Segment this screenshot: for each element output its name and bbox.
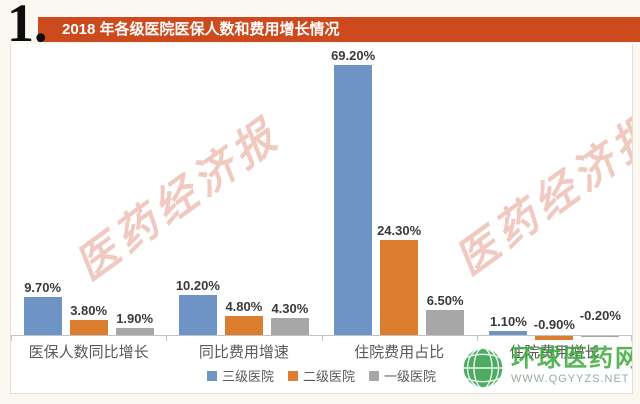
axis-tick	[166, 335, 168, 341]
chart-bar	[115, 327, 154, 335]
bar-value-label: -0.90%	[533, 317, 575, 332]
bar-value-label: 1.10%	[489, 313, 527, 329]
chart-bar	[426, 309, 465, 335]
category-label: 同比费用增速	[198, 344, 289, 361]
brand-name: 环球医药网	[511, 345, 633, 372]
globe-icon	[462, 347, 504, 389]
bar-value-label: 9.70%	[24, 280, 62, 296]
legend-swatch	[287, 370, 298, 381]
axis-tick	[631, 335, 632, 341]
axis-tick	[11, 335, 12, 341]
bar-value-label: 3.80%	[70, 303, 108, 319]
chart-bar	[23, 297, 62, 335]
chart-bar	[380, 240, 419, 335]
category-label: 住院费用占比	[354, 344, 445, 361]
legend-item: 二级医院	[287, 366, 355, 385]
bar-value-label: 69.20%	[331, 48, 376, 63]
chart-bar	[535, 336, 574, 340]
chart-panel: 医药经济报 医药经济报 9.70% 3.80% 1.90% 医保人数同比增长 10.20…	[10, 44, 633, 394]
chart-bar	[69, 320, 108, 335]
title-bar: 2018 年各级医院医保人数和费用增长情况	[38, 17, 640, 42]
bar-chart: 9.70% 3.80% 1.90% 医保人数同比增长 10.20% 4.80% 4.30% 同…	[11, 44, 632, 393]
chart-bar	[224, 316, 263, 335]
legend-item: 三级医院	[206, 366, 274, 385]
chart-bar	[270, 318, 309, 335]
legend-label: 一级医院	[384, 369, 437, 384]
chart-bar	[334, 65, 373, 335]
legend-item: 一级医院	[369, 366, 436, 385]
legend-label: 二级医院	[302, 369, 355, 384]
legend-swatch	[206, 370, 217, 381]
bar-value-label: 1.90%	[116, 310, 154, 326]
bar-value-label: -0.20%	[579, 308, 621, 323]
bar-value-label: 6.50%	[426, 292, 464, 308]
axis-tick	[476, 335, 478, 341]
category-label: 医保人数同比增长	[28, 344, 149, 361]
chart-bar	[489, 330, 528, 335]
bar-value-label: 4.80%	[225, 299, 263, 315]
category-label: 住院费用增长	[509, 344, 600, 361]
brand-url: WWW.QGYYZS.NET	[511, 373, 630, 385]
figure-number: 1.	[7, 0, 48, 53]
chart-bar	[178, 295, 217, 335]
bar-value-label: 10.20%	[175, 278, 220, 294]
axis-tick	[321, 335, 323, 341]
bar-value-label: 24.30%	[377, 223, 422, 239]
brand-text: 环球医药网 WWW.QGYYZS.NET	[511, 345, 633, 386]
legend-swatch	[369, 370, 379, 381]
chart-legend: 三级医院 二级医院 一级医院	[11, 366, 632, 385]
brand-watermark: 环球医药网 WWW.QGYYZS.NET ®	[461, 345, 633, 390]
legend-label: 三级医院	[221, 369, 274, 384]
bar-value-label: 4.30%	[271, 301, 309, 317]
chart-bar	[581, 336, 620, 337]
chart-title: 2018 年各级医院医保人数和费用增长情况	[62, 21, 340, 38]
